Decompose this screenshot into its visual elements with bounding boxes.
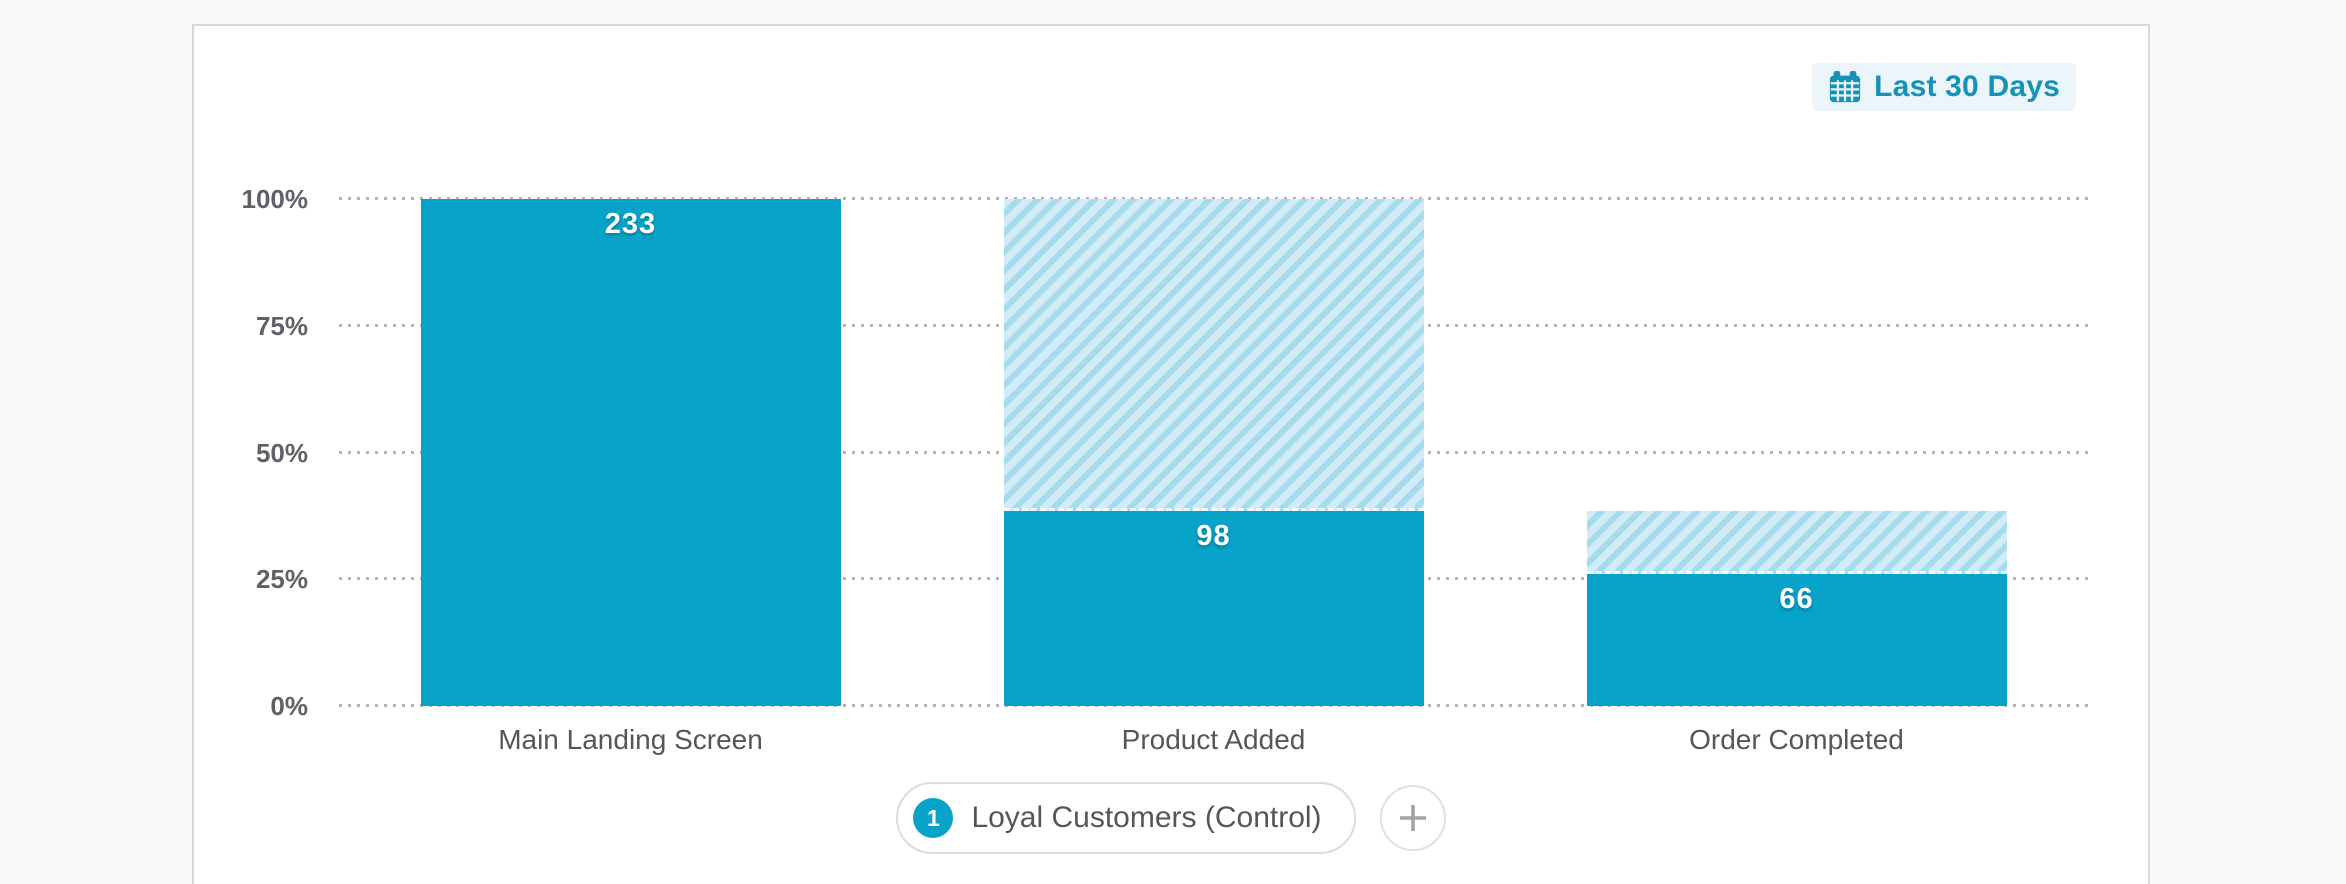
funnel-bar[interactable]: 66 [1586, 574, 2007, 706]
funnel-columns: 233 Main Landing Screen 98 Product Added 66 O… [339, 199, 2088, 755]
y-tick-label: 0% [270, 691, 308, 721]
funnel-step-column: 66 Order Completed [1505, 199, 2088, 755]
cohort-label: Loyal Customers (Control) [971, 801, 1322, 834]
bar-value-label: 98 [1196, 519, 1231, 552]
legend-cohort-pill[interactable]: 1 Loyal Customers (Control) [896, 782, 1356, 854]
funnel-bar[interactable]: 233 [420, 199, 841, 706]
date-range-button[interactable]: Last 30 Days [1812, 63, 2076, 111]
calendar-icon [1830, 70, 1861, 103]
gridline-100% [339, 197, 2088, 200]
funnel-dropoff-hatch[interactable] [1003, 199, 1424, 511]
y-tick-label: 25% [255, 564, 308, 595]
analytics-card: Last 30 Days 0% 25% 50% 75% 100% 233 Main Lan… [192, 24, 2150, 884]
x-axis-label: Product Added [1121, 724, 1306, 755]
y-tick-label: 50% [255, 437, 308, 468]
funnel-dropoff-hatch[interactable] [1586, 510, 2007, 575]
x-axis-label: Order Completed [1689, 724, 1904, 755]
bar-value-label: 233 [604, 208, 657, 240]
date-range-label: Last 30 Days [1874, 70, 2060, 103]
y-tick-label: 100% [241, 184, 309, 214]
funnel-step-column: 98 Product Added [922, 199, 1505, 755]
legend: 1 Loyal Customers (Control) [194, 782, 2148, 854]
cohort-number-badge: 1 [913, 798, 954, 838]
y-tick-label: 75% [255, 310, 308, 341]
funnel-step-column: 233 Main Landing Screen [339, 199, 922, 755]
bar-value-label: 66 [1779, 583, 1814, 616]
funnel-bar[interactable]: 98 [1003, 510, 1424, 706]
funnel-chart-plot-area: 233 Main Landing Screen 98 Product Added 66 O… [339, 197, 2088, 755]
x-axis-label: Main Landing Screen [498, 724, 763, 755]
plus-icon [1399, 805, 1426, 831]
y-axis: 0% 25% 50% 75% 100% [194, 184, 309, 721]
add-cohort-button[interactable] [1379, 785, 1446, 851]
